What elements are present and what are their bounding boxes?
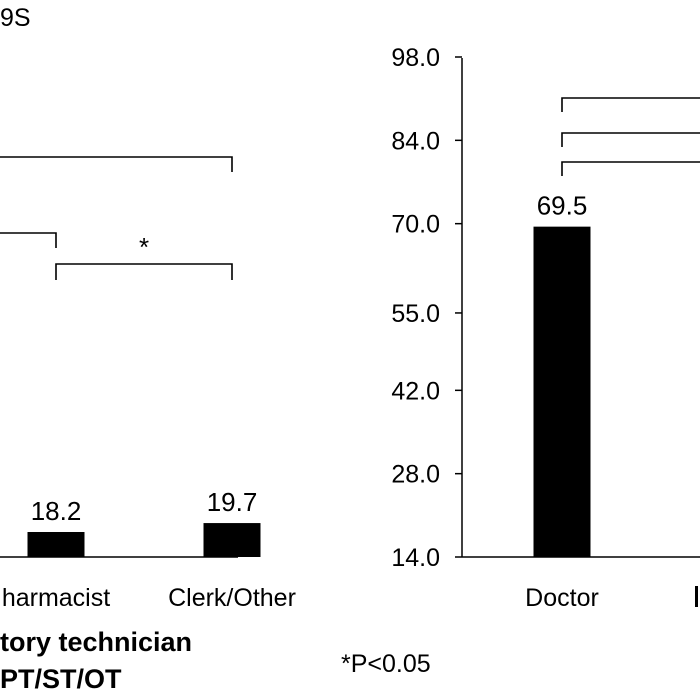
- category-label-doctor: Doctor: [525, 584, 599, 612]
- y-tick-label: 84.0: [391, 127, 440, 155]
- significance-bracket-right-2: [561, 132, 700, 147]
- data-label-clerk-other: 19.7: [207, 487, 258, 517]
- y-tick-label: 42.0: [391, 377, 440, 405]
- left-chart-panel: 18.2 harmacist 19.7 Clerk/Other *: [0, 156, 296, 612]
- category-label-cut-off: [695, 586, 698, 607]
- significance-star: *: [139, 232, 149, 262]
- data-label-doctor: 69.5: [537, 191, 588, 221]
- significance-bracket-right-3: [561, 161, 700, 176]
- bar-doctor: [533, 226, 591, 557]
- significance-bracket-inner: [55, 263, 233, 280]
- y-tick-label: 55.0: [391, 300, 440, 328]
- category-label-harmacist: harmacist: [2, 584, 110, 612]
- bar-clerk-other: [203, 523, 261, 557]
- legend-fragment-1: tory technician: [0, 627, 193, 657]
- legend-fragment-2: PT/ST/OT: [0, 664, 122, 694]
- category-label-clerk-other: Clerk/Other: [168, 584, 296, 612]
- y-tick-label: 28.0: [391, 461, 440, 489]
- bar-harmacist: [27, 532, 85, 557]
- significance-footnote: *P<0.05: [341, 650, 431, 678]
- y-tick-label: 14.0: [391, 544, 440, 572]
- significance-bracket-middle: [0, 232, 57, 248]
- y-tick-label: 98.0: [391, 44, 440, 72]
- significance-bracket-outer: [0, 156, 233, 172]
- right-chart-panel: 98.0 84.0 70.0 55.0 42.0 28.0 14.0 69.5 Doctor: [391, 44, 700, 612]
- top-title-fragment: 9S: [0, 4, 31, 32]
- y-tick-label: 70.0: [391, 211, 440, 239]
- data-label-harmacist: 18.2: [31, 496, 82, 526]
- significance-bracket-right-1: [561, 97, 700, 112]
